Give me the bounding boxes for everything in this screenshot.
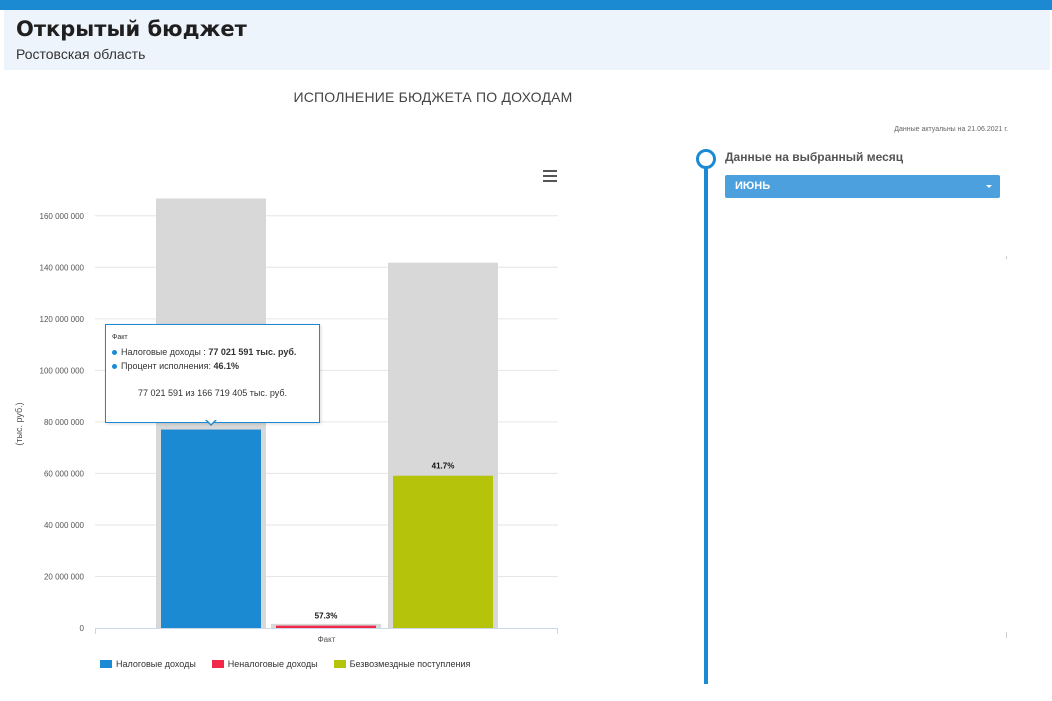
right-edge-mark — [1006, 632, 1007, 638]
legend-label-tax: Налоговые доходы — [116, 659, 196, 669]
tooltip-row-percent: Процент исполнения: 46.1% — [112, 361, 239, 371]
bar-fact-1 — [161, 429, 261, 628]
chevron-down-icon — [986, 185, 992, 188]
region-subtitle: Ростовская область — [16, 46, 146, 62]
legend-swatch-nontax — [211, 660, 224, 668]
tooltip-footer: 77 021 591 из 166 719 405 тыс. руб. — [137, 388, 287, 398]
timeline-dot — [696, 149, 716, 169]
legend-swatch-tax — [100, 660, 112, 668]
chart-menu-icon[interactable] — [543, 170, 557, 182]
tooltip-row-tax: Налоговые доходы : 77 021 591 тыс. руб. — [112, 347, 296, 357]
legend-item-grants[interactable]: Безвозмездные поступления — [333, 659, 471, 669]
tooltip-header: Факт — [112, 334, 128, 341]
legend-label-nontax: Неналоговые доходы — [227, 659, 318, 669]
bar-fact-3 — [393, 475, 493, 628]
page-header: Открытый бюджет Ростовская область — [4, 10, 1050, 70]
y-tick-label: 80 000 000 — [44, 418, 85, 427]
right-edge-mark — [1006, 256, 1007, 259]
bar-data-label: 41.7% — [432, 462, 455, 471]
tooltip-row1-value: 77 021 591 тыс. руб. — [208, 347, 297, 357]
y-tick-label: 140 000 000 — [40, 263, 85, 272]
top-accent-bar — [0, 0, 1052, 10]
y-tick-label: 160 000 000 — [40, 212, 85, 221]
tooltip-row2-value: 46.1% — [213, 361, 239, 371]
legend-label-grants: Безвозмездные поступления — [349, 659, 471, 669]
tooltip-row2-label: Процент исполнения: — [121, 361, 211, 371]
x-category-label: Факт — [318, 635, 336, 644]
data-actual-date: Данные актуальны на 21.06.2021 г. — [894, 126, 1008, 133]
y-axis-title: (тыс. руб.) — [14, 402, 24, 445]
y-tick-label: 60 000 000 — [44, 469, 85, 478]
tooltip-dot — [112, 350, 117, 356]
bar-data-label: 57.3% — [315, 612, 338, 621]
month-select[interactable]: ИЮНЬ — [725, 175, 1000, 198]
y-tick-label: 120 000 000 — [40, 315, 85, 324]
timeline-line — [704, 160, 708, 684]
chart-legend: Налоговые доходы Неналоговые доходы Безв… — [100, 659, 470, 669]
y-tick-label: 40 000 000 — [44, 521, 85, 530]
legend-swatch-grants — [333, 660, 346, 668]
tooltip-pointer-inner — [206, 419, 216, 424]
y-tick-label: 20 000 000 — [44, 572, 85, 581]
chart-title: ИСПОЛНЕНИЕ БЮДЖЕТА ПО ДОХОДАМ — [293, 89, 573, 105]
bar-fact-2 — [276, 625, 376, 628]
page-title: Открытый бюджет — [16, 17, 247, 41]
legend-item-nontax[interactable]: Неналоговые доходы — [211, 659, 318, 669]
tooltip-row1-label: Налоговые доходы : — [121, 347, 206, 357]
tooltip-dot — [112, 364, 117, 370]
revenue-chart: 0 20 000 000 40 000 000 60 000 000 80 000 00… — [14, 198, 558, 644]
chart-tooltip: Факт Налоговые доходы : 77 021 591 тыс. … — [105, 324, 320, 423]
y-tick-label: 0 — [80, 624, 85, 633]
y-tick-label: 100 000 000 — [40, 366, 85, 375]
month-panel-label: Данные на выбранный месяц — [725, 150, 904, 164]
month-select-value: ИЮНЬ — [735, 180, 771, 192]
legend-item-tax[interactable]: Налоговые доходы — [100, 659, 196, 669]
